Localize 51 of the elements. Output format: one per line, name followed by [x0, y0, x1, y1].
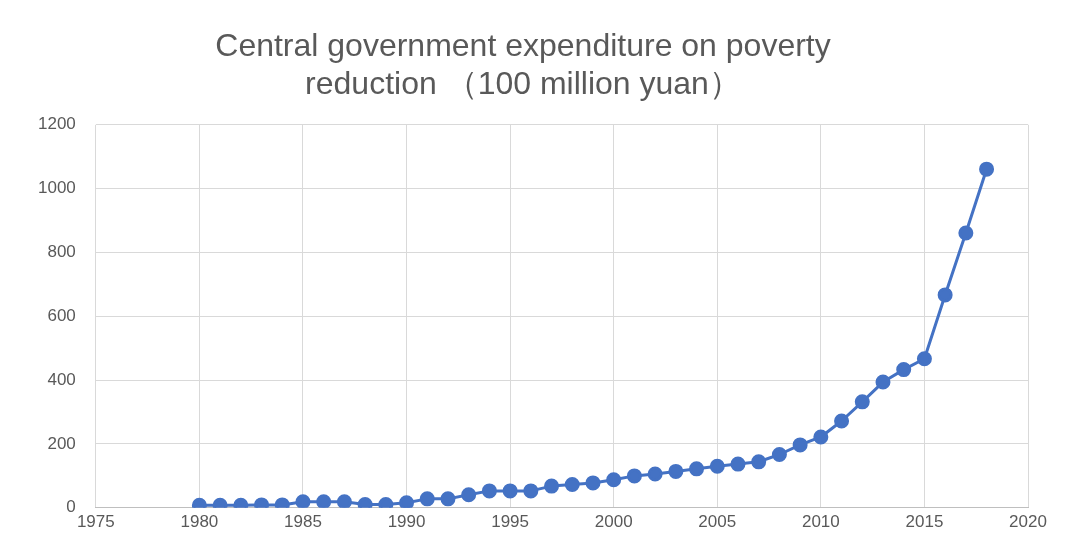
- y-tick-label: 1200: [37, 114, 76, 134]
- point: [481, 483, 497, 499]
- y-tick-label: 200: [47, 433, 76, 453]
- x-tick-label: 1980: [180, 511, 219, 531]
- point: [896, 362, 912, 378]
- point: [440, 491, 456, 507]
- point: [502, 483, 518, 499]
- y-tick-label: 600: [47, 305, 76, 325]
- point: [564, 477, 580, 492]
- x-tick-label: 2000: [594, 511, 633, 531]
- point: [399, 495, 415, 508]
- y-tick-label: 1000: [37, 178, 76, 198]
- text: Central government expenditure on poverty: [215, 27, 831, 64]
- x-tick-label: 1990: [387, 511, 426, 531]
- point: [316, 494, 332, 508]
- point: [544, 478, 560, 494]
- point: [834, 413, 850, 429]
- point: [771, 447, 787, 462]
- x-tick-label: 2015: [905, 511, 944, 531]
- point: [730, 456, 746, 472]
- x-tick-label: 1985: [284, 511, 322, 531]
- x-tick-label: 1975: [76, 511, 115, 531]
- point: [336, 494, 352, 508]
- x-tick-label: 2020: [1009, 511, 1047, 531]
- point: [295, 494, 311, 508]
- point: [606, 472, 622, 488]
- point: [585, 475, 601, 491]
- x-tick-label: 2010: [801, 511, 840, 531]
- point: [647, 466, 663, 482]
- point: [813, 429, 829, 445]
- point: [937, 287, 953, 303]
- y-tick-label: 400: [47, 369, 76, 389]
- point: [689, 461, 705, 477]
- point: [419, 491, 435, 507]
- point: [958, 225, 974, 241]
- point: [854, 394, 870, 410]
- point: [461, 487, 477, 503]
- point: [875, 374, 891, 390]
- point: [668, 463, 684, 479]
- x-tick-label: 1995: [491, 511, 530, 531]
- text: reduction （100 million yuan）: [305, 65, 741, 102]
- point: [751, 454, 767, 470]
- point: [792, 437, 808, 453]
- point: [979, 161, 995, 177]
- y-tick-label: 800: [47, 242, 76, 262]
- x-tick-label: 2005: [698, 511, 737, 531]
- point: [523, 483, 539, 499]
- point: [916, 351, 932, 367]
- point: [709, 458, 725, 474]
- y-tick-label: 0: [66, 497, 76, 517]
- point: [626, 468, 642, 484]
